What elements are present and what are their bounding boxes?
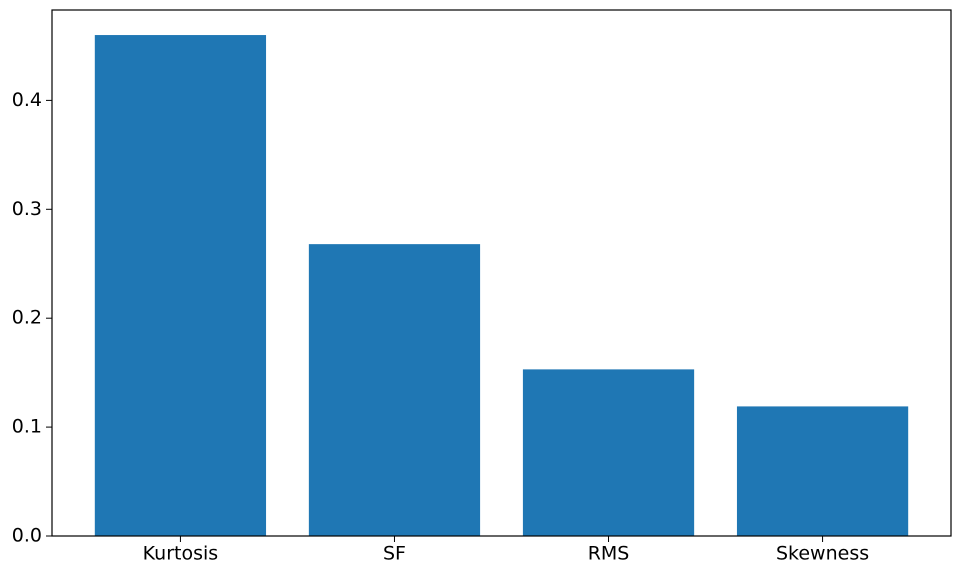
plot-frame	[51, 9, 952, 537]
x-tick-label: RMS	[588, 543, 630, 565]
bar	[308, 244, 481, 536]
bar	[736, 406, 909, 536]
bar	[522, 369, 695, 536]
y-tick-label: 0.4	[12, 89, 42, 111]
x-tick-label: Skewness	[776, 543, 869, 565]
bar	[94, 35, 267, 537]
x-tick-label: SF	[383, 543, 406, 565]
y-tick-label: 0.2	[12, 307, 42, 329]
y-tick-label: 0.1	[12, 416, 42, 438]
y-tick-label: 0.0	[12, 525, 42, 547]
x-tick-label: Kurtosis	[143, 543, 219, 565]
y-tick-label: 0.3	[12, 198, 42, 220]
